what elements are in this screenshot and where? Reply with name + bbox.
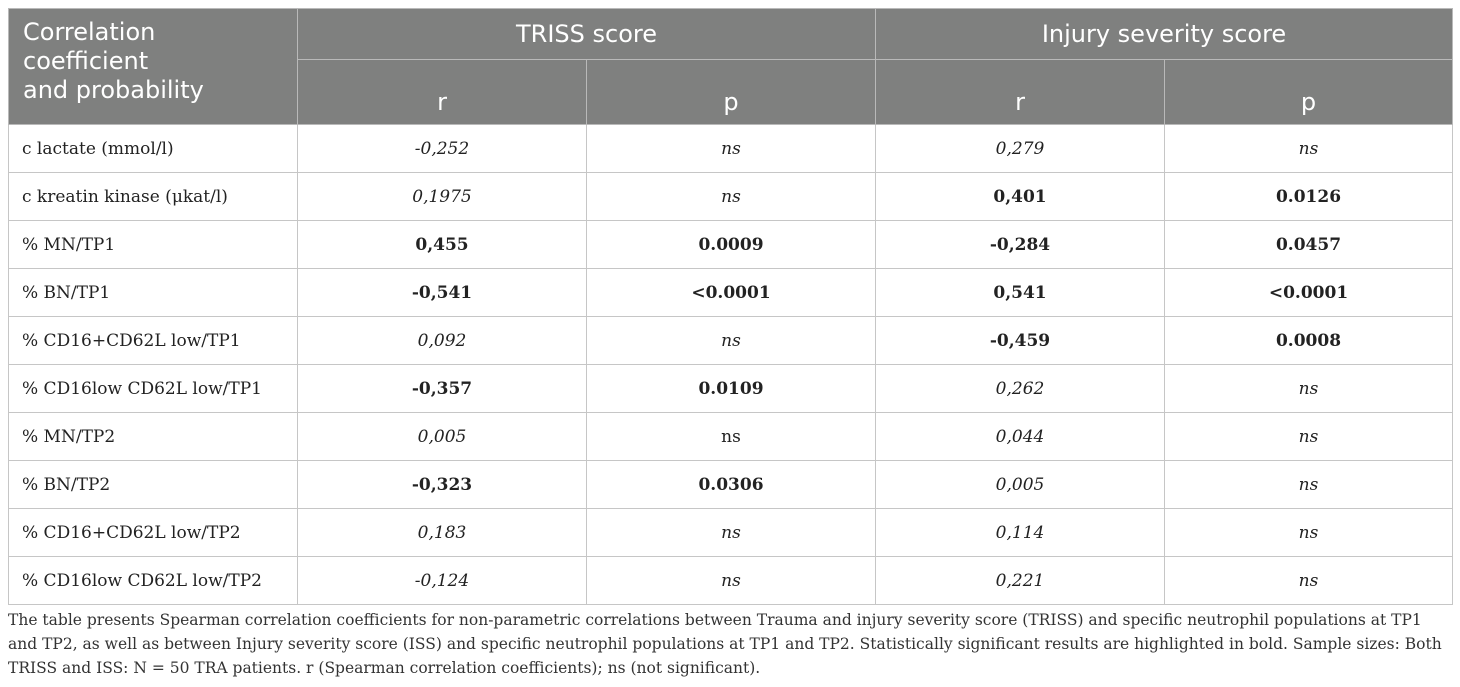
cell-triss-p: 0.0306 (586, 460, 876, 509)
row-label: c kreatin kinase (μkat/l) (8, 172, 298, 221)
cell-triss-p: ns (586, 412, 876, 461)
cell-iss-r: -0,459 (875, 316, 1165, 365)
cell-iss-p: ns (1164, 556, 1453, 605)
cell-iss-p: ns (1164, 460, 1453, 509)
subheader-triss-p: p (586, 59, 876, 125)
cell-triss-p: ns (586, 508, 876, 557)
cell-iss-p: 0.0126 (1164, 172, 1453, 221)
cell-iss-r: 0,044 (875, 412, 1165, 461)
cell-iss-r: 0,114 (875, 508, 1165, 557)
table-row: % CD16low CD62L low/TP1 -0,357 0.0109 0,262… (8, 364, 1453, 413)
group-header-iss: Injury severity score (875, 8, 1453, 60)
cell-iss-r: -0,284 (875, 220, 1165, 269)
cell-triss-r: 0,1975 (297, 172, 587, 221)
table-footnote: The table presents Spearman correlation … (8, 611, 1442, 677)
table-row: % MN/TP1 0,455 0.0009 -0,284 0.0457 (8, 220, 1453, 269)
cell-triss-r: -0,124 (297, 556, 587, 605)
cell-triss-r: 0,183 (297, 508, 587, 557)
table-row: % BN/TP2 -0,323 0.0306 0,005 ns (8, 460, 1453, 509)
subheader-triss-r: r (297, 59, 587, 125)
table-body: c lactate (mmol/l) -0,252 ns 0,279 ns c kreat… (8, 124, 1453, 605)
subheader-iss-r: r (875, 59, 1165, 125)
cell-triss-r: -0,357 (297, 364, 587, 413)
table-row: % BN/TP1 -0,541 <0.0001 0,541 <0.0001 (8, 268, 1453, 317)
cell-triss-p: ns (586, 556, 876, 605)
table-row: % CD16low CD62L low/TP2 -0,124 ns 0,221 ns (8, 556, 1453, 605)
cell-triss-p: 0.0009 (586, 220, 876, 269)
cell-iss-r: 0,401 (875, 172, 1165, 221)
cell-iss-p: 0.0457 (1164, 220, 1453, 269)
cell-triss-p: <0.0001 (586, 268, 876, 317)
table-header: Correlation coefficient and probability … (8, 8, 1453, 125)
cell-iss-r: 0,541 (875, 268, 1165, 317)
cell-iss-r: 0,262 (875, 364, 1165, 413)
cell-iss-p: ns (1164, 124, 1453, 173)
subheader-iss-p: p (1164, 59, 1453, 125)
cell-iss-p: ns (1164, 364, 1453, 413)
row-label: % BN/TP1 (8, 268, 298, 317)
row-label: % CD16low CD62L low/TP1 (8, 364, 298, 413)
cell-triss-p: ns (586, 172, 876, 221)
cell-triss-r: -0,252 (297, 124, 587, 173)
cell-iss-r: 0,221 (875, 556, 1165, 605)
table-row: c kreatin kinase (μkat/l) 0,1975 ns 0,401 0.… (8, 172, 1453, 221)
cell-iss-p: <0.0001 (1164, 268, 1453, 317)
cell-iss-p: 0.0008 (1164, 316, 1453, 365)
cell-triss-p: ns (586, 316, 876, 365)
row-label: % BN/TP2 (8, 460, 298, 509)
row-label: % CD16+CD62L low/TP2 (8, 508, 298, 557)
row-label: % CD16low CD62L low/TP2 (8, 556, 298, 605)
row-label: % MN/TP1 (8, 220, 298, 269)
cell-iss-r: 0,279 (875, 124, 1165, 173)
cell-iss-r: 0,005 (875, 460, 1165, 509)
cell-iss-p: ns (1164, 508, 1453, 557)
table-row: c lactate (mmol/l) -0,252 ns 0,279 ns (8, 124, 1453, 173)
table-row: % CD16+CD62L low/TP2 0,183 ns 0,114 ns (8, 508, 1453, 557)
cell-triss-r: 0,005 (297, 412, 587, 461)
corner-header: Correlation coefficient and probability (8, 8, 298, 125)
row-label: % MN/TP2 (8, 412, 298, 461)
table-row: % MN/TP2 0,005 ns 0,044 ns (8, 412, 1453, 461)
group-header-triss: TRISS score (297, 8, 876, 60)
cell-iss-p: ns (1164, 412, 1453, 461)
correlation-table-container: Correlation coefficient and probability … (8, 8, 1453, 605)
table-row: % CD16+CD62L low/TP1 0,092 ns -0,459 0.0008 (8, 316, 1453, 365)
cell-triss-p: ns (586, 124, 876, 173)
cell-triss-r: -0,323 (297, 460, 587, 509)
row-label: c lactate (mmol/l) (8, 124, 298, 173)
cell-triss-r: 0,092 (297, 316, 587, 365)
cell-triss-r: -0,541 (297, 268, 587, 317)
row-label: % CD16+CD62L low/TP1 (8, 316, 298, 365)
cell-triss-p: 0.0109 (586, 364, 876, 413)
cell-triss-r: 0,455 (297, 220, 587, 269)
correlation-table: Correlation coefficient and probability … (8, 8, 1453, 605)
